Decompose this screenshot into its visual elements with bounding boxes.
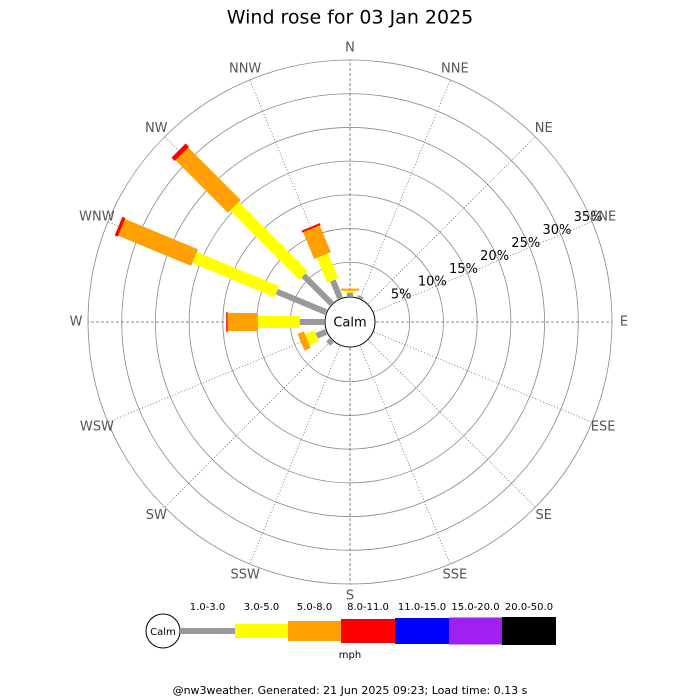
bar-segment — [301, 273, 334, 306]
spoke — [373, 331, 593, 423]
direction-label: SW — [146, 508, 167, 523]
spoke — [368, 340, 536, 508]
direction-label: NNW — [229, 61, 261, 76]
bar-segment — [175, 147, 241, 213]
bar-segment — [316, 253, 339, 283]
ring-label: 30% — [542, 223, 571, 238]
bar-segment — [330, 279, 343, 300]
legend-label: 20.0-50.0 — [505, 602, 553, 613]
ring-label: 20% — [480, 249, 509, 264]
spoke — [359, 345, 451, 565]
legend-swatch — [502, 617, 556, 645]
spoke — [368, 136, 536, 304]
ring-label: 25% — [511, 236, 540, 251]
grid: 5%10%15%20%25%30%35%NNNENEENEEESESESSESS… — [70, 41, 629, 604]
legend-swatch — [449, 617, 502, 645]
bar-segment — [114, 216, 126, 237]
direction-label: E — [620, 315, 628, 330]
legend-label: 1.0-3.0 — [190, 602, 225, 613]
direction-label: NNE — [441, 61, 469, 76]
direction-label: SE — [536, 508, 552, 523]
ring-label: 15% — [449, 262, 478, 277]
unit-label: mph — [339, 650, 361, 661]
direction-label: SSW — [230, 568, 260, 583]
bar-segment — [275, 288, 328, 315]
legend-label: 15.0-20.0 — [451, 602, 499, 613]
legend-swatch — [395, 618, 449, 644]
direction-label: ENE — [590, 210, 616, 225]
direction-label: N — [345, 41, 355, 56]
legend-swatch — [180, 628, 235, 634]
bar-segment — [357, 294, 364, 300]
direction-label: WNW — [79, 210, 115, 225]
legend-label: 3.0-5.0 — [244, 602, 279, 613]
legend: Calm mph 1.0-3.0 3.0-5.0 5.0-8.0 8.0-11.0 11… — [145, 602, 556, 661]
ring-label: 5% — [391, 288, 412, 303]
direction-label: S — [346, 589, 354, 604]
spoke — [107, 331, 327, 423]
bar-segment — [297, 331, 311, 351]
legend-swatch — [288, 621, 341, 641]
calm-circle — [324, 296, 376, 348]
footer: @nw3weather. Generated: 21 Jun 2025 09:2… — [173, 684, 528, 697]
bar-segment — [315, 329, 328, 339]
direction-label: SSE — [442, 568, 467, 583]
legend-calm-label: Calm — [150, 627, 176, 638]
spoke — [164, 340, 332, 508]
bar-segment — [192, 252, 280, 298]
calm-label: Calm — [333, 316, 366, 331]
legend-swatch — [235, 624, 288, 638]
direction-label: NW — [145, 121, 168, 136]
ring-label: 35% — [574, 210, 603, 225]
bar-segment — [304, 330, 319, 346]
ring-label: 10% — [418, 275, 447, 290]
spoke — [249, 345, 341, 565]
legend-swatch — [341, 619, 395, 643]
direction-label: ESE — [591, 419, 616, 434]
bar-segment — [171, 143, 189, 161]
bar-segment — [326, 338, 334, 346]
direction-label: W — [70, 315, 83, 330]
bar-segment — [230, 202, 308, 280]
direction-label: WSW — [80, 419, 114, 434]
chart-title: Wind rose for 03 Jan 2025 — [227, 7, 474, 29]
bar-segment — [303, 225, 331, 260]
bar-segment — [301, 223, 321, 233]
spoke — [359, 79, 451, 299]
legend-label: 5.0-8.0 — [297, 602, 332, 613]
ring — [155, 127, 545, 517]
spoke — [373, 221, 593, 313]
ring — [188, 160, 512, 484]
direction-label: NE — [535, 121, 553, 136]
bars — [114, 143, 364, 351]
bar-segment — [118, 219, 198, 266]
legend-label: 11.0-15.0 — [398, 602, 446, 613]
legend-label: 8.0-11.0 — [347, 602, 389, 613]
